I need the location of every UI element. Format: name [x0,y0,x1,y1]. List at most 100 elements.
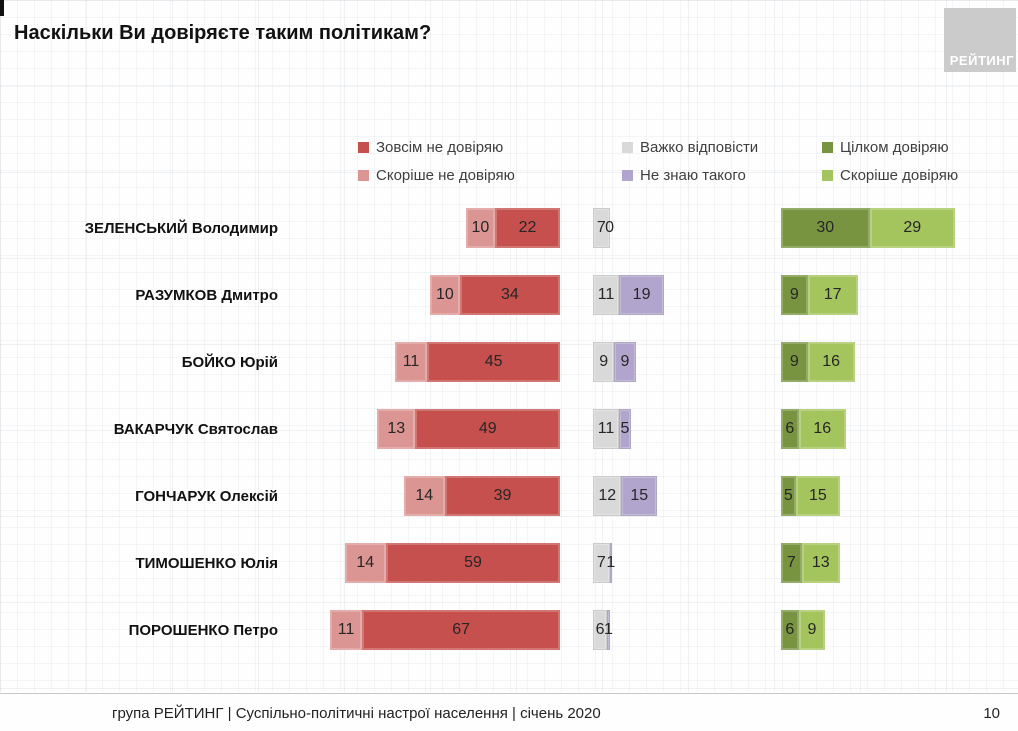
legend-swatch-icon [822,141,833,153]
legend-column: Важко відповісти Не знаю такого [622,136,758,192]
politician-name: ПОРОШЕНКО Петро [128,621,278,639]
bar-segment-fully_trust: 7 [781,543,802,583]
legend-label: Зовсім не довіряю [376,138,504,156]
bar-value-label: 6 [785,420,795,437]
bar-value-label: 11 [337,621,355,638]
politician-name: БОЙКО Юрій [181,353,278,371]
bar-value-label: 22 [518,219,537,236]
legend-label: Важко відповісти [640,138,759,156]
legend-swatch-icon [358,141,369,153]
bar-value-label: 16 [822,353,841,370]
bar-value-label: 16 [813,420,832,437]
bar-value-label: 0 [605,219,615,236]
bar-value-label: 1 [603,621,613,638]
legend-label: Скоріше довіряю [840,166,959,184]
corner-mark [0,0,4,16]
bar-panel: 12 15 [593,476,657,516]
bar-segment-rather_distrust: 13 [377,409,416,449]
bar-panel: 6 16 [781,409,846,449]
bar-value-label: 6 [785,621,795,638]
legend-item-dont_know: Не знаю такого [622,164,758,186]
bar-value-label: 17 [823,286,842,303]
bar-segment-rather_trust: 15 [795,476,840,516]
bar-segment-rather_distrust: 11 [329,610,363,650]
bar-segment-hard_to_say: 9 [593,342,615,382]
bar-segment-hard_to_say: 11 [593,275,620,315]
bar-segment-strongly_distrust: 39 [444,476,560,516]
politician-name: ЗЕЛЕНСЬКИЙ Володимир [84,219,278,237]
bar-value-label: 6 [595,621,605,638]
bar-segment-dont_know: 19 [619,275,665,315]
bar-segment-strongly_distrust: 59 [385,543,560,583]
bar-segment-rather_trust: 16 [807,342,855,382]
legend-label: Цілком довіряю [840,138,949,156]
bar-panel: 30 29 [781,208,956,248]
bar-value-label: 5 [783,487,793,504]
politician-name: ГОНЧАРУК Олексій [135,487,278,505]
bar-segment-strongly_distrust: 67 [362,610,560,650]
bar-segment-rather_distrust: 11 [394,342,428,382]
bar-panel: 7 13 [781,543,840,583]
bar-value-label: 5 [620,420,630,437]
rating-logo: РЕЙТИНГ [944,8,1016,72]
politician-name: ВАКАРЧУК Святослав [113,420,278,438]
bar-value-label: 9 [789,286,799,303]
bar-segment-fully_trust: 5 [781,476,796,516]
bar-panel: 11 45 [394,342,560,382]
page-title: Наскільки Ви довіряєте таким політикам? [14,22,432,44]
bar-segment-rather_distrust: 10 [465,208,496,248]
bar-panel: 13 49 [377,409,560,449]
bar-segment-strongly_distrust: 22 [495,208,560,248]
legend-swatch-icon [622,141,633,153]
bar-panel: 14 39 [403,476,560,516]
bar-value-label: 7 [596,219,606,236]
bar-value-label: 12 [598,487,617,504]
legend-swatch-icon [822,169,833,181]
bar-panel: 11 67 [329,610,560,650]
legend-item-strongly_distrust: Зовсім не довіряю [358,136,515,158]
bar-value-label: 11 [402,353,420,370]
bar-segment-rather_distrust: 10 [430,275,460,315]
bar-segment-dont_know: 9 [614,342,636,382]
bar-segment-fully_trust: 6 [781,610,799,650]
bar-panel: 10 34 [430,275,560,315]
page-number: 10 [983,705,1000,722]
bar-value-label: 11 [597,286,615,303]
bar-segment-fully_trust: 30 [781,208,870,248]
rating-logo-text: РЕЙТИНГ [949,53,1014,68]
bar-panel: 14 59 [344,543,560,583]
bar-segment-dont_know: 1 [604,610,613,650]
bar-value-label: 67 [452,621,471,638]
bar-value-label: 39 [493,487,512,504]
legend-swatch-icon [358,169,369,181]
bar-value-label: 13 [387,420,406,437]
bar-value-label: 10 [471,219,490,236]
bar-segment-hard_to_say: 11 [593,409,620,449]
bar-panel: 5 15 [781,476,840,516]
legend-item-rather_distrust: Скоріше не довіряю [358,164,515,186]
bar-value-label: 9 [789,353,799,370]
bar-panel: 9 17 [781,275,858,315]
footer-divider [0,693,1018,694]
bar-segment-fully_trust: 9 [781,342,808,382]
bar-panel: 9 16 [781,342,855,382]
bar-panel: 11 19 [593,275,665,315]
bar-segment-strongly_distrust: 34 [459,275,560,315]
bar-value-label: 29 [903,219,922,236]
bar-segment-hard_to_say: 7 [593,208,610,248]
politician-name: РАЗУМКОВ Дмитро [135,286,278,304]
bar-segment-fully_trust: 6 [781,409,799,449]
bar-segment-dont_know: 15 [621,476,657,516]
bar-value-label: 9 [807,621,817,638]
bar-value-label: 14 [356,554,375,571]
legend-item-hard_to_say: Важко відповісти [622,136,758,158]
bar-segment-rather_trust: 16 [798,409,846,449]
bar-value-label: 15 [630,487,649,504]
bar-segment-rather_distrust: 14 [403,476,445,516]
legend-column: Цілком довіряю Скоріше довіряю [822,136,958,192]
bar-value-label: 15 [808,487,827,504]
legend-label: Скоріше не довіряю [376,166,515,184]
